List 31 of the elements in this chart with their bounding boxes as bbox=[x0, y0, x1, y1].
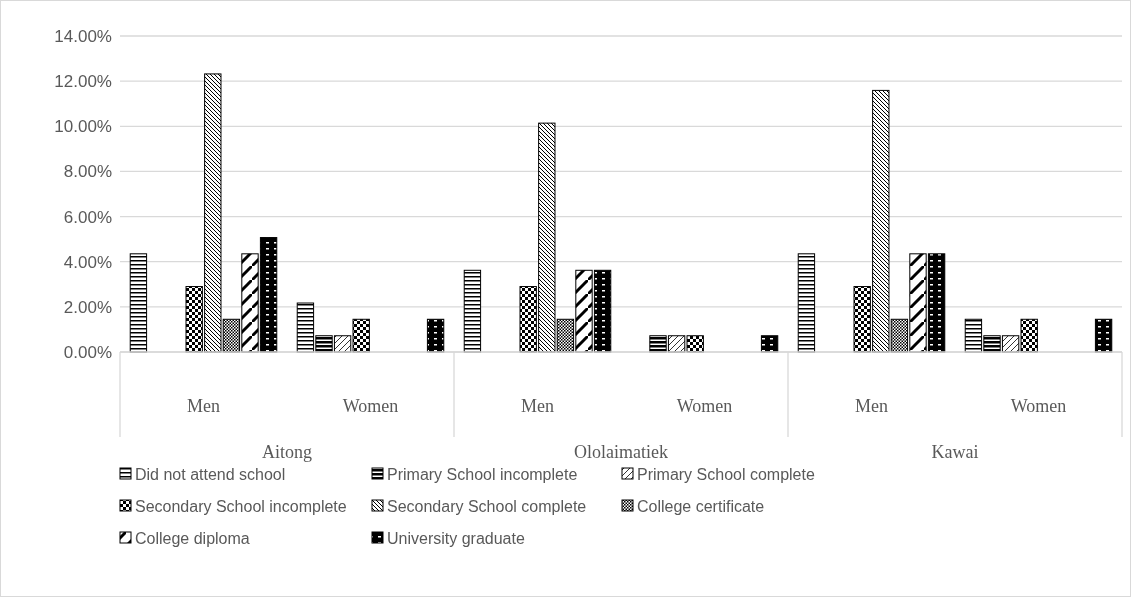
x-tick-label: Women bbox=[676, 396, 733, 416]
y-tick-label: 14.00% bbox=[54, 26, 112, 46]
y-tick-label: 6.00% bbox=[63, 207, 112, 227]
bar bbox=[426, 318, 445, 353]
bar bbox=[463, 269, 482, 353]
legend-label: Primary School complete bbox=[637, 465, 815, 483]
x-tick-label: Women bbox=[342, 396, 399, 416]
y-tick-label: 8.00% bbox=[63, 162, 112, 182]
legend-label: College diploma bbox=[135, 529, 250, 547]
bar bbox=[129, 253, 148, 353]
legend-label: College certificate bbox=[637, 497, 765, 515]
y-tick-label: 4.00% bbox=[63, 252, 112, 272]
y-tick-label: 2.00% bbox=[63, 297, 112, 317]
legend-label: Secondary School complete bbox=[387, 497, 587, 515]
legend-label: Primary School incomplete bbox=[387, 465, 578, 483]
bar bbox=[760, 335, 779, 353]
legend-label: Did not attend school bbox=[135, 465, 286, 483]
y-tick-label: 10.00% bbox=[54, 117, 112, 137]
y-tick-label: 12.00% bbox=[54, 72, 112, 92]
bar bbox=[797, 253, 816, 353]
x-tick-label: Men bbox=[521, 396, 554, 416]
legend-label: Secondary School incomplete bbox=[135, 497, 347, 515]
bar bbox=[1094, 318, 1113, 353]
text: Kawai bbox=[931, 442, 979, 462]
x-tick-label: Men bbox=[187, 396, 220, 416]
legend-label: University graduate bbox=[387, 529, 525, 547]
text: Aitong bbox=[261, 442, 313, 462]
x-tick-label: Men bbox=[855, 396, 888, 416]
y-tick-label: 0.00% bbox=[63, 342, 112, 362]
text: Ololaimatiek bbox=[574, 442, 668, 462]
x-tick-label: Women bbox=[1010, 396, 1067, 416]
